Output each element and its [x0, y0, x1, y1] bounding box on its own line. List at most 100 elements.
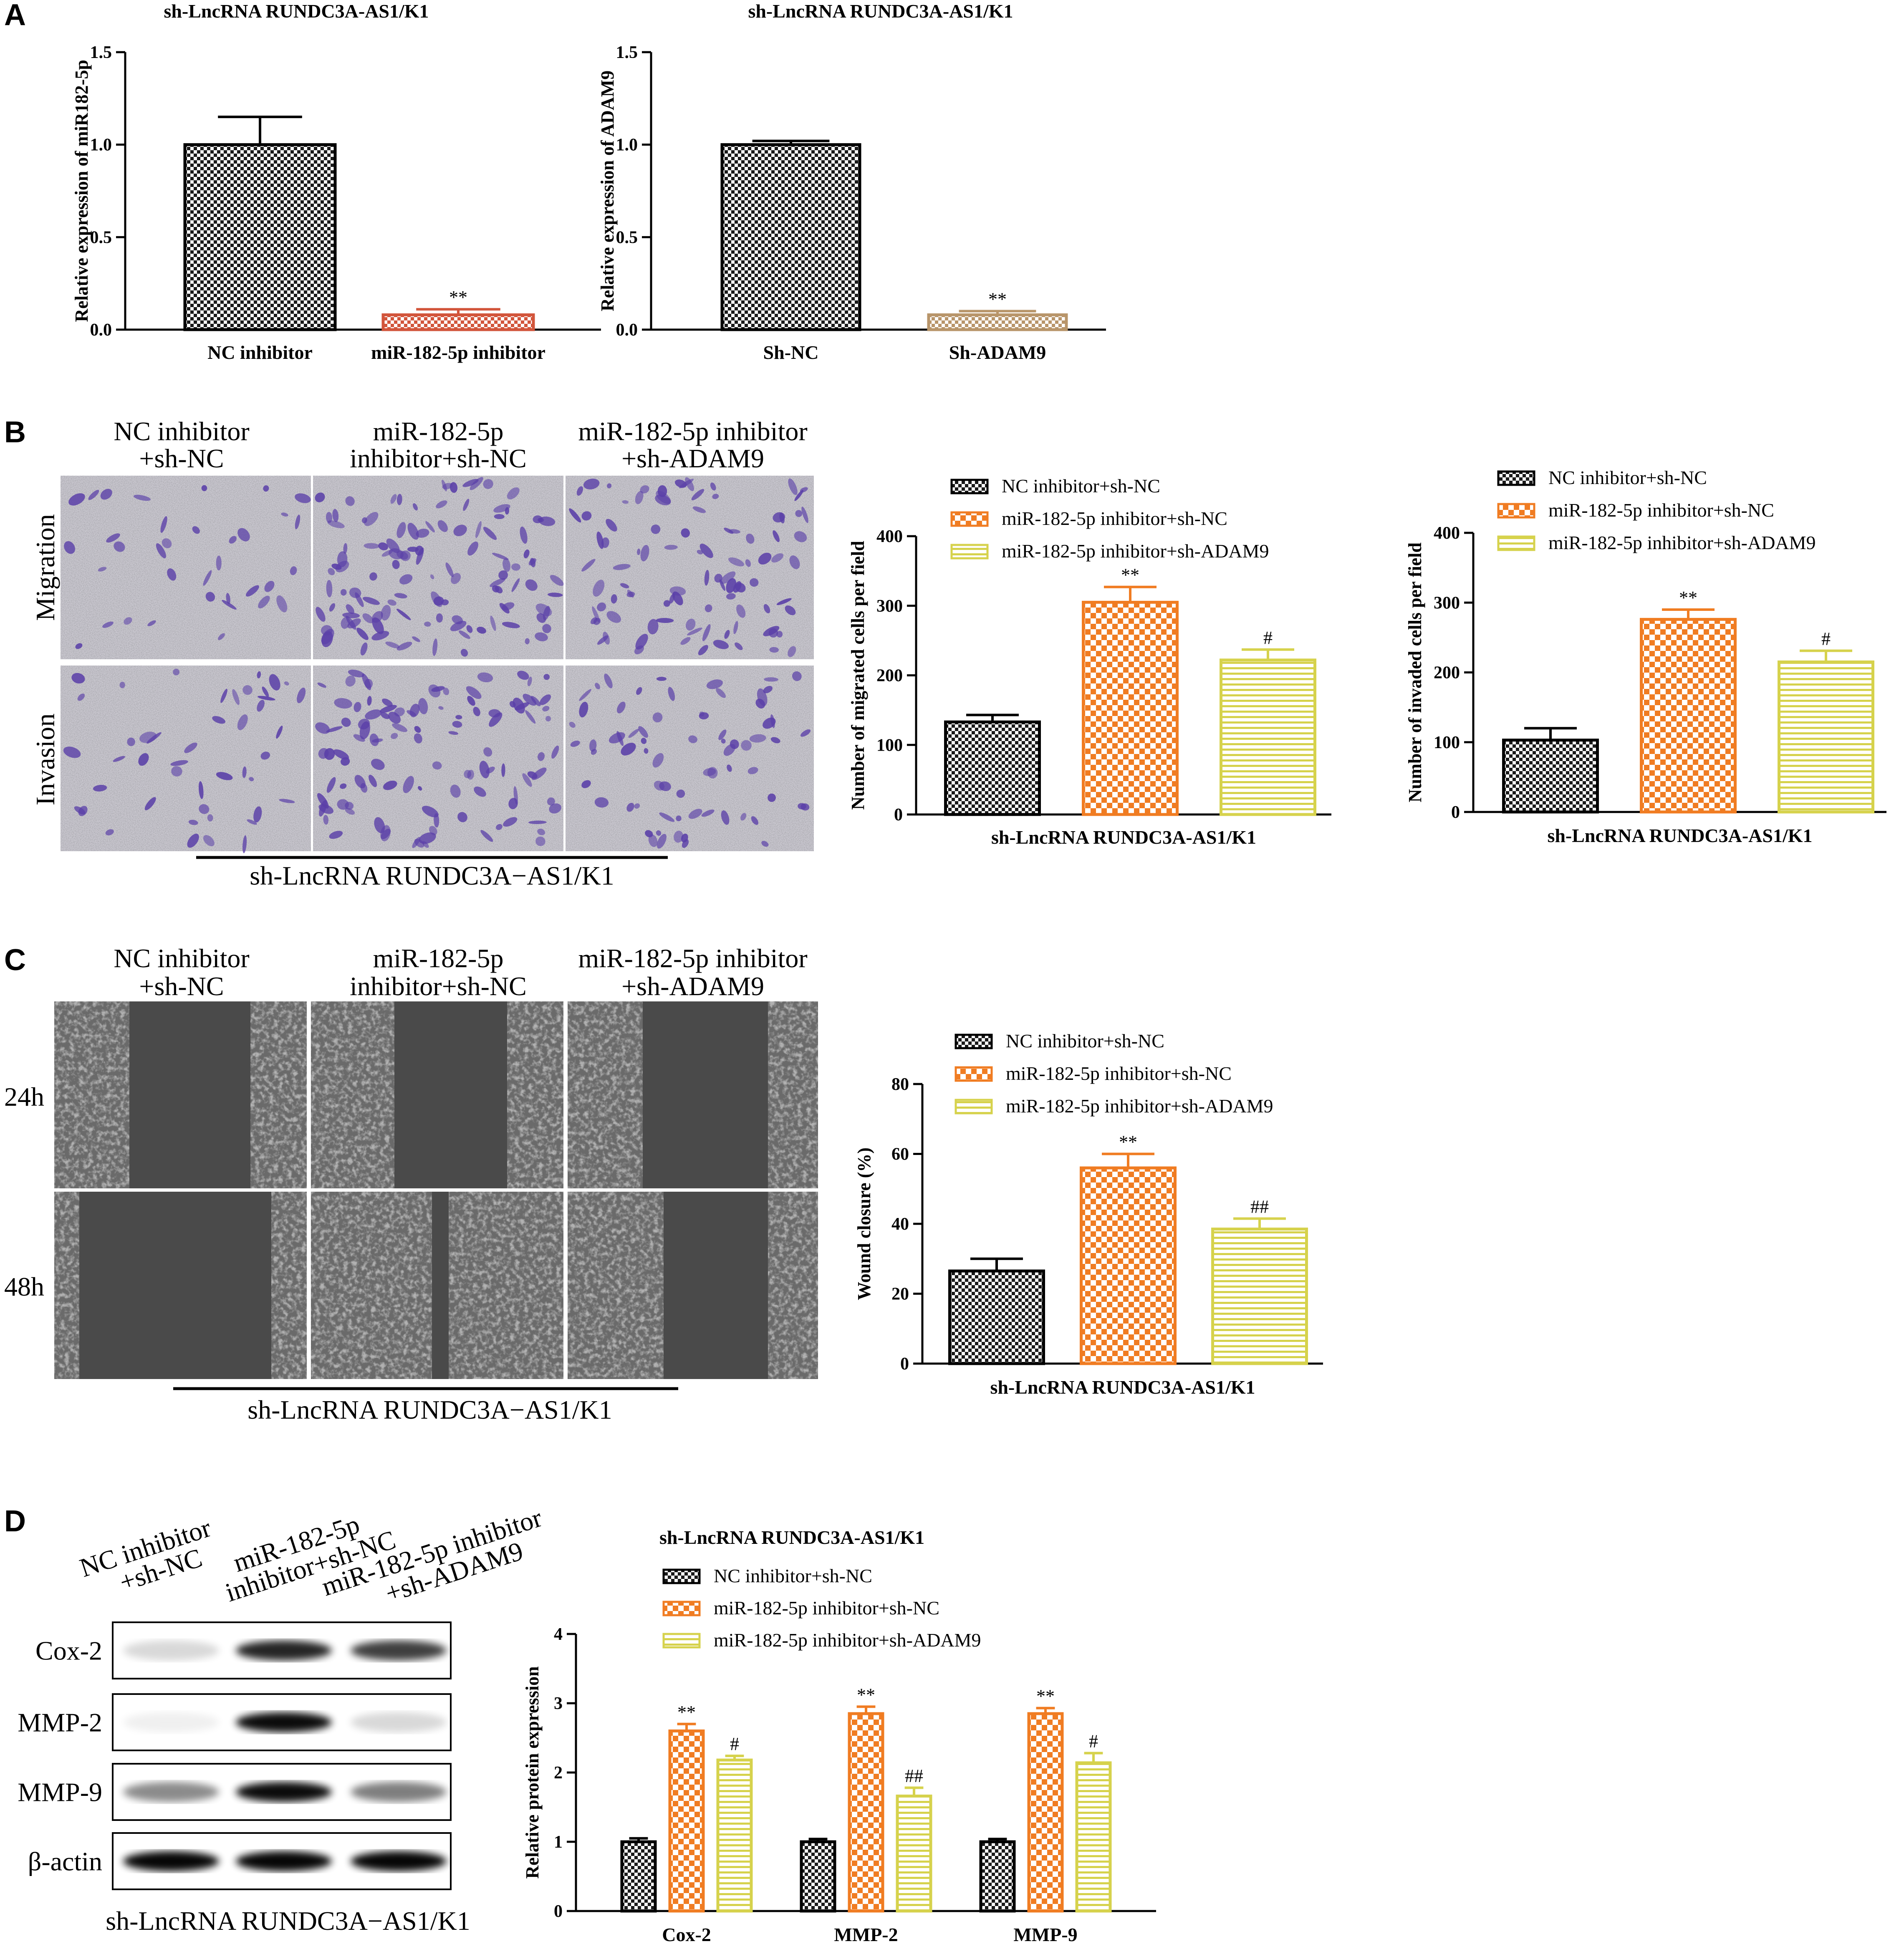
- stained-cell: [237, 528, 250, 542]
- cell-texture-left: [54, 1001, 129, 1188]
- protein-band: [123, 1640, 219, 1661]
- stained-cell: [659, 812, 675, 822]
- stained-cell: [216, 772, 233, 780]
- stained-cell: [626, 803, 634, 812]
- stained-cell: [387, 599, 396, 606]
- stained-cell: [356, 628, 369, 640]
- cell-texture-left: [568, 1001, 643, 1188]
- stained-cell: [222, 600, 237, 610]
- stained-cell: [371, 611, 383, 623]
- y-tick-label: 200: [1434, 663, 1460, 683]
- stained-cell: [156, 543, 166, 559]
- stained-cell: [119, 681, 125, 688]
- stained-cell: [262, 686, 269, 697]
- significance-mark: ##: [905, 1766, 923, 1786]
- stained-cell: [763, 686, 773, 693]
- y-axis-label: Number of migrated cells per field: [848, 541, 868, 810]
- stained-cell: [399, 574, 413, 585]
- significance-mark: **: [1036, 1686, 1055, 1707]
- stained-cell: [773, 512, 785, 523]
- stained-cell: [253, 806, 262, 823]
- stained-cell: [362, 613, 374, 623]
- stained-cell: [746, 533, 755, 544]
- stained-cell: [548, 593, 563, 597]
- stained-cell: [788, 478, 798, 495]
- significance-mark: #: [1821, 629, 1831, 649]
- stained-cell: [371, 759, 385, 770]
- row-label-48h: 48h: [4, 1272, 44, 1301]
- stained-cell: [545, 716, 551, 722]
- stained-cell: [801, 507, 808, 523]
- stained-cell: [523, 549, 530, 559]
- stained-cell: [341, 717, 351, 727]
- stained-cell: [269, 674, 280, 691]
- stained-cell: [663, 600, 670, 607]
- stained-cell: [581, 780, 591, 788]
- stained-cell: [333, 749, 349, 760]
- stained-cell: [498, 570, 508, 580]
- stained-cell: [138, 753, 149, 766]
- stained-cell: [198, 781, 204, 799]
- stained-cell: [345, 496, 355, 506]
- stained-cell: [396, 642, 412, 651]
- stained-cell: [768, 793, 776, 802]
- bar: [944, 720, 1041, 816]
- bar: [620, 1840, 657, 1913]
- stained-cell: [710, 482, 716, 491]
- stained-cell: [162, 538, 172, 548]
- stained-cell: [436, 500, 447, 509]
- protein-band: [351, 1782, 447, 1802]
- stained-cell: [688, 735, 697, 744]
- col-label-3-line-2: +sh-ADAM9: [621, 444, 764, 473]
- stained-cell: [606, 519, 617, 532]
- stained-cell: [365, 709, 382, 720]
- stained-cell: [569, 721, 576, 728]
- stained-cell: [68, 493, 85, 506]
- stained-cell: [329, 831, 343, 839]
- stained-cell: [607, 483, 612, 489]
- stained-cell: [770, 714, 775, 728]
- stained-cell: [93, 784, 107, 792]
- stained-cell: [490, 578, 505, 587]
- significance-mark: **: [1119, 1132, 1137, 1152]
- stained-cell: [513, 697, 525, 714]
- stained-cell: [528, 558, 536, 566]
- protein-band: [236, 1851, 332, 1871]
- stained-cell: [601, 537, 609, 548]
- band-label: Cox-2: [35, 1636, 102, 1666]
- stained-cell: [167, 568, 177, 581]
- stained-cell: [522, 773, 532, 787]
- cell-texture-right: [768, 1001, 818, 1188]
- stained-cell: [719, 579, 725, 591]
- stained-cell: [171, 766, 182, 777]
- stained-cell: [751, 816, 759, 825]
- stained-cell: [345, 808, 355, 815]
- stained-cell: [319, 800, 327, 817]
- stained-cell: [323, 815, 329, 825]
- x-axis-label: sh-LncRNA RUNDC3A-AS1/K1: [1547, 825, 1812, 846]
- stained-cell: [761, 841, 769, 847]
- y-tick-label: 0: [1451, 803, 1460, 822]
- stained-cell: [792, 671, 802, 681]
- stained-cell: [492, 552, 509, 560]
- stained-cell: [776, 598, 792, 605]
- stained-cell: [315, 722, 330, 734]
- legend-entry: miR-182-5p inhibitor+sh-NC: [1006, 1063, 1232, 1084]
- significance-mark: #: [1089, 1731, 1098, 1752]
- stained-cell: [591, 617, 598, 624]
- stained-cell: [160, 516, 167, 533]
- stained-cell: [537, 828, 545, 835]
- stained-cell: [443, 687, 449, 695]
- y-tick-label: 20: [891, 1285, 909, 1304]
- significance-mark: **: [988, 289, 1007, 310]
- stained-cell: [258, 595, 270, 609]
- chart-b-invaded: 0 100 200 300 400 Number of invaded cells per…: [1405, 467, 1886, 846]
- stained-cell: [721, 810, 730, 825]
- bottom-label-c: sh-LncRNA RUNDC3A−AS1/K1: [247, 1395, 612, 1425]
- stained-cell: [466, 625, 473, 633]
- col-label-3-line-1: miR-182-5p inhibitor: [578, 943, 807, 973]
- x-axis-label: sh-LncRNA RUNDC3A-AS1/K1: [990, 1377, 1255, 1398]
- stained-cell: [369, 733, 379, 746]
- stained-cell: [726, 578, 737, 593]
- stained-cell: [758, 552, 772, 565]
